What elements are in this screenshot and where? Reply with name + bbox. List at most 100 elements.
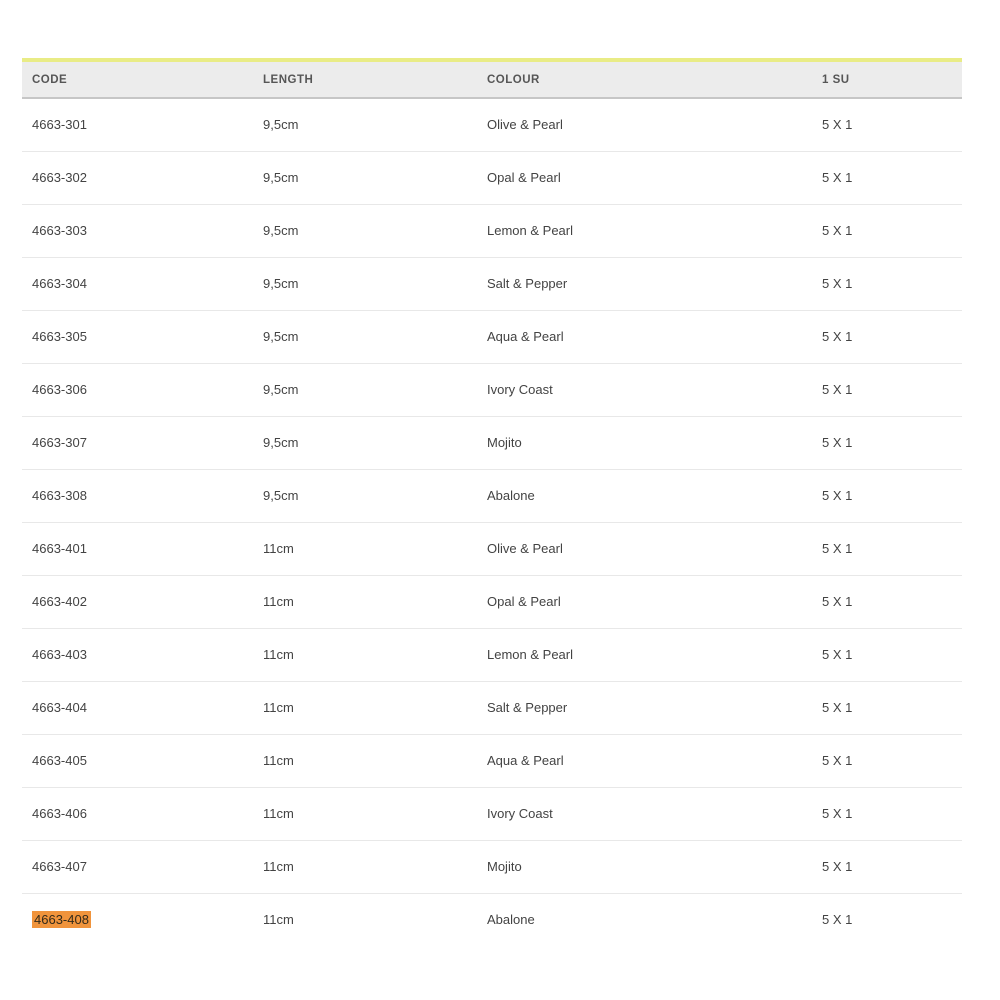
cell-colour: Lemon & Pearl — [477, 628, 812, 681]
cell-length: 9,5cm — [253, 469, 477, 522]
su-value: 5 X 1 — [822, 117, 853, 133]
cell-su: 5 X 1 — [812, 522, 962, 575]
length-value: 11cm — [263, 700, 294, 715]
cell-su: 5 X 1 — [812, 575, 962, 628]
code-value: 4663-306 — [32, 382, 87, 397]
colour-value: Aqua & Pearl — [487, 753, 564, 768]
colour-value: Aqua & Pearl — [487, 329, 564, 344]
cell-length: 11cm — [253, 628, 477, 681]
column-header-code: CODE — [22, 60, 253, 99]
column-header-length: LENGTH — [253, 60, 477, 99]
table-row: 4663-407 11cm Mojito 5 X 1 — [22, 840, 962, 893]
cell-su: 5 X 1 — [812, 310, 962, 363]
table-row: 4663-401 11cm Olive & Pearl 5 X 1 — [22, 522, 962, 575]
cell-su: 5 X 1 — [812, 98, 962, 151]
su-value: 5 X 1 — [822, 912, 853, 928]
length-value: 9,5cm — [263, 170, 299, 185]
cell-length: 9,5cm — [253, 151, 477, 204]
length-value: 9,5cm — [263, 382, 299, 397]
colour-value: Opal & Pearl — [487, 594, 561, 609]
su-value: 5 X 1 — [822, 276, 853, 291]
cell-colour: Ivory Coast — [477, 363, 812, 416]
cell-colour: Olive & Pearl — [477, 522, 812, 575]
colour-value: Olive & Pearl — [487, 541, 563, 556]
code-value: 4663-407 — [32, 859, 87, 874]
code-value: 4663-302 — [32, 170, 87, 185]
cell-code: 4663-304 — [22, 257, 253, 310]
su-value: 5 X 1 — [822, 700, 853, 715]
table-row: 4663-303 9,5cm Lemon & Pearl 5 X 1 — [22, 204, 962, 257]
length-value: 11cm — [263, 647, 294, 662]
colour-value: Lemon & Pearl — [487, 223, 573, 238]
cell-length: 9,5cm — [253, 98, 477, 151]
cell-su: 5 X 1 — [812, 151, 962, 204]
table-row: 4663-406 11cm Ivory Coast 5 X 1 — [22, 787, 962, 840]
cell-length: 9,5cm — [253, 204, 477, 257]
column-header-colour: COLOUR — [477, 60, 812, 99]
table-row: 4663-404 11cm Salt & Pepper 5 X 1 — [22, 681, 962, 734]
cell-su: 5 X 1 — [812, 469, 962, 522]
cell-length: 9,5cm — [253, 310, 477, 363]
cell-su: 5 X 1 — [812, 893, 962, 946]
cell-code: 4663-306 — [22, 363, 253, 416]
cell-length: 11cm — [253, 840, 477, 893]
cell-code: 4663-302 — [22, 151, 253, 204]
cell-code: 4663-407 — [22, 840, 253, 893]
code-value: 4663-402 — [32, 594, 87, 609]
table-row: 4663-302 9,5cm Opal & Pearl 5 X 1 — [22, 151, 962, 204]
length-value: 9,5cm — [263, 117, 299, 133]
colour-value: Abalone — [487, 912, 535, 928]
length-value: 9,5cm — [263, 223, 299, 238]
colour-value: Mojito — [487, 435, 522, 450]
cell-colour: Aqua & Pearl — [477, 734, 812, 787]
cell-su: 5 X 1 — [812, 416, 962, 469]
su-value: 5 X 1 — [822, 329, 853, 344]
colour-value: Opal & Pearl — [487, 170, 561, 185]
length-value: 9,5cm — [263, 276, 299, 291]
length-value: 11cm — [263, 859, 294, 874]
colour-value: Salt & Pepper — [487, 700, 568, 715]
table-row: 4663-305 9,5cm Aqua & Pearl 5 X 1 — [22, 310, 962, 363]
length-value: 9,5cm — [263, 329, 299, 344]
su-value: 5 X 1 — [822, 859, 853, 874]
colour-value: Ivory Coast — [487, 806, 553, 821]
cell-su: 5 X 1 — [812, 363, 962, 416]
code-value: 4663-305 — [32, 329, 87, 344]
colour-value: Ivory Coast — [487, 382, 553, 397]
su-value: 5 X 1 — [822, 753, 853, 768]
su-value: 5 X 1 — [822, 541, 853, 556]
code-value: 4663-301 — [32, 117, 87, 133]
code-value: 4663-406 — [32, 806, 87, 821]
length-value: 11cm — [263, 594, 294, 609]
cell-colour: Mojito — [477, 416, 812, 469]
cell-code: 4663-404 — [22, 681, 253, 734]
cell-code: 4663-405 — [22, 734, 253, 787]
length-value: 9,5cm — [263, 488, 299, 503]
cell-length: 11cm — [253, 522, 477, 575]
cell-length: 9,5cm — [253, 416, 477, 469]
colour-value: Lemon & Pearl — [487, 647, 573, 662]
cell-code: 4663-305 — [22, 310, 253, 363]
length-value: 9,5cm — [263, 435, 299, 450]
code-value: 4663-401 — [32, 541, 87, 556]
cell-su: 5 X 1 — [812, 628, 962, 681]
cell-colour: Olive & Pearl — [477, 98, 812, 151]
cell-code: 4663-303 — [22, 204, 253, 257]
cell-length: 9,5cm — [253, 257, 477, 310]
table-row: 4663-307 9,5cm Mojito 5 X 1 — [22, 416, 962, 469]
length-value: 11cm — [263, 912, 294, 928]
cell-length: 11cm — [253, 575, 477, 628]
cell-colour: Abalone — [477, 469, 812, 522]
cell-colour: Opal & Pearl — [477, 151, 812, 204]
column-header-su: 1 SU — [812, 60, 962, 99]
colour-value: Olive & Pearl — [487, 117, 563, 133]
cell-length: 11cm — [253, 734, 477, 787]
cell-su: 5 X 1 — [812, 787, 962, 840]
colour-value: Abalone — [487, 488, 535, 503]
cell-su: 5 X 1 — [812, 204, 962, 257]
length-value: 11cm — [263, 753, 294, 768]
cell-code: 4663-408 — [22, 893, 253, 946]
cell-code: 4663-308 — [22, 469, 253, 522]
product-spec-table-container: CODE LENGTH COLOUR 1 SU 4663-301 9,5cm O… — [22, 58, 962, 946]
cell-length: 11cm — [253, 893, 477, 946]
